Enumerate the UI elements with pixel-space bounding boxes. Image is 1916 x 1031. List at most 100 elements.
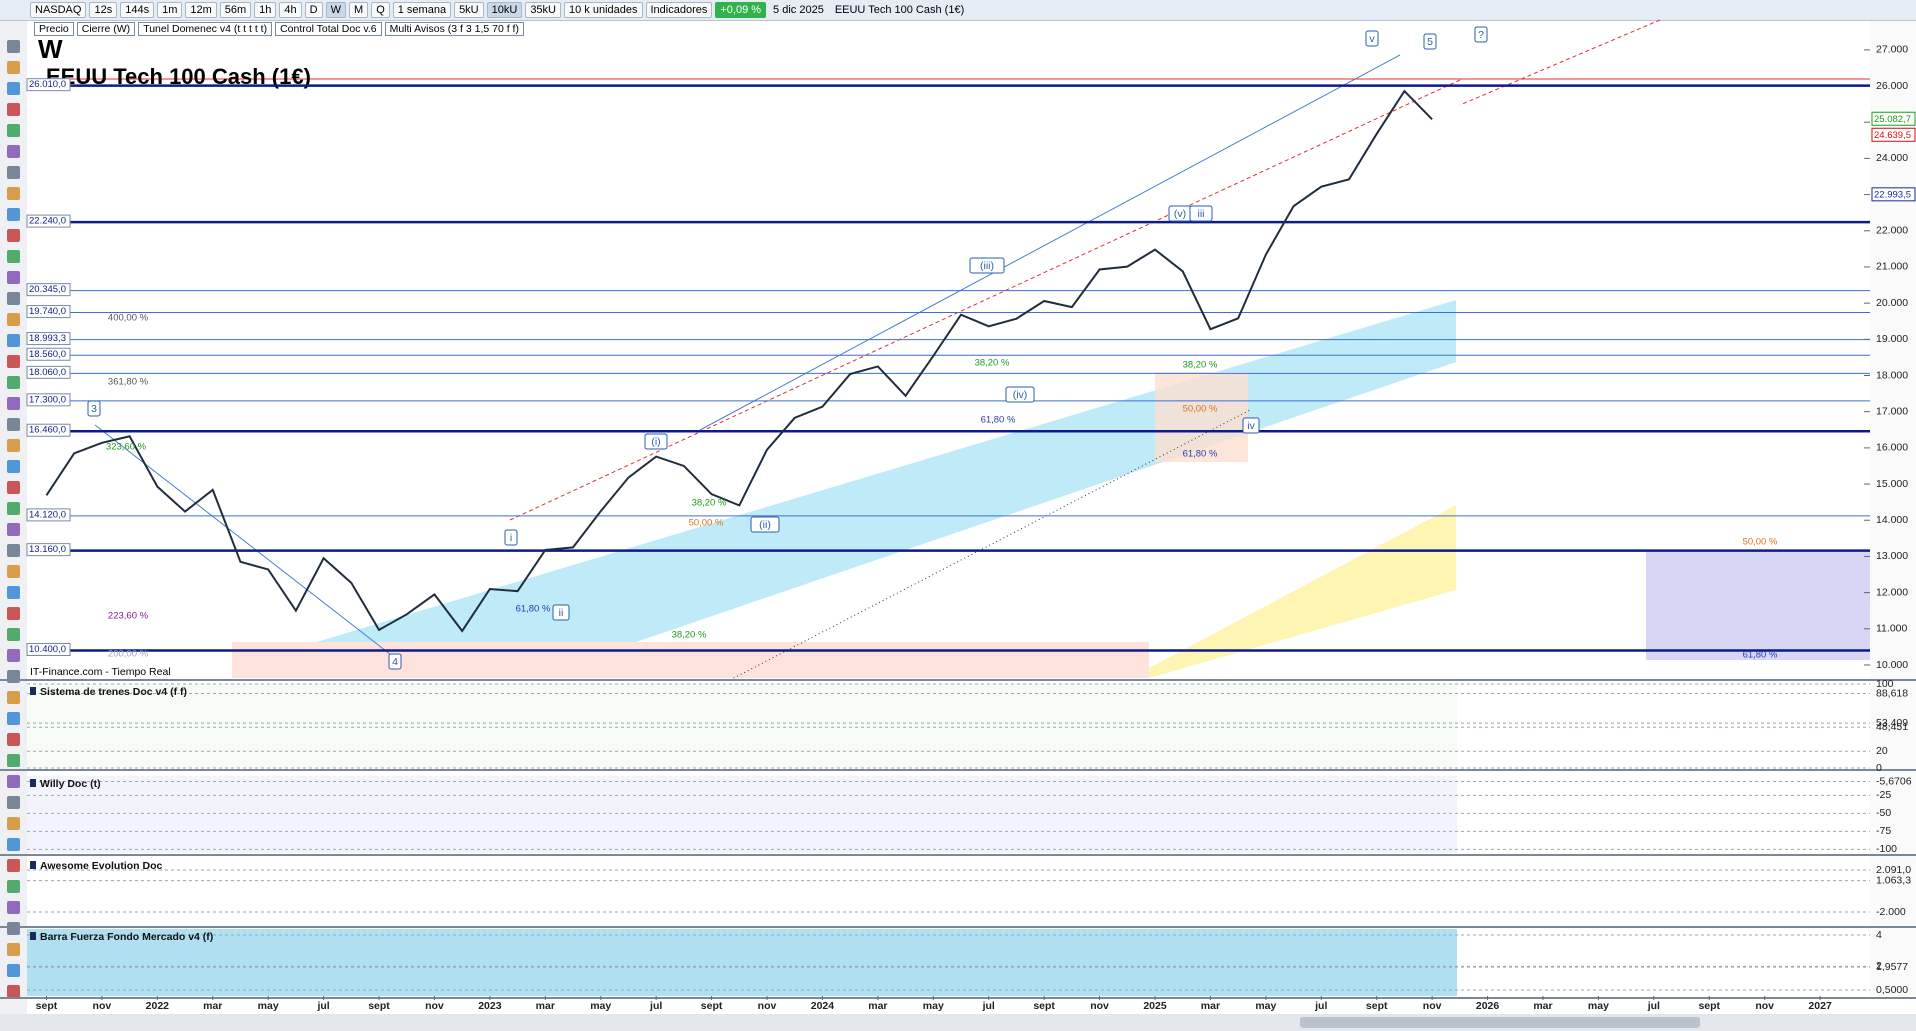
y-tick-label: 53,409: [1876, 717, 1908, 729]
tool-icon[interactable]: [7, 523, 20, 536]
tool-icon[interactable]: [7, 754, 20, 767]
symbol-select[interactable]: NASDAQ: [30, 2, 87, 18]
tool-icon[interactable]: [7, 376, 20, 389]
level-label-box: [26, 214, 71, 228]
timeframe-button[interactable]: D: [304, 2, 323, 18]
tool-icon[interactable]: [7, 838, 20, 851]
level-label: 16.460,0: [29, 425, 66, 436]
tool-icon[interactable]: [7, 901, 20, 914]
scroll-thumb[interactable]: [1300, 1017, 1700, 1028]
level-label: 14.120,0: [29, 509, 66, 520]
tool-icon[interactable]: [7, 712, 20, 725]
tool-icon[interactable]: [7, 40, 20, 53]
tool-icon[interactable]: [7, 124, 20, 137]
unit-button[interactable]: 10kU: [486, 2, 523, 18]
level-label-box: [26, 283, 71, 297]
x-tick-label: may: [258, 1000, 279, 1012]
legend-item[interactable]: Multi Avisos (3 f 3 1,5 70 f f): [384, 22, 524, 36]
tool-icon[interactable]: [7, 481, 20, 494]
wave-label-box: [1189, 205, 1213, 222]
y-tick-label: -100: [1876, 843, 1897, 855]
tool-icon[interactable]: [7, 733, 20, 746]
period-select[interactable]: 1 semana: [392, 2, 452, 18]
timeframe-button[interactable]: W: [325, 2, 347, 18]
tool-icon[interactable]: [7, 880, 20, 893]
tool-icon[interactable]: [7, 817, 20, 830]
wave-label-box: [969, 257, 1005, 274]
level-label: 13.160,0: [29, 544, 66, 555]
tool-icon[interactable]: [7, 439, 20, 452]
panel-bg: [27, 858, 1457, 925]
timeframe-button[interactable]: M: [349, 2, 369, 18]
tool-icon[interactable]: [7, 250, 20, 263]
y-tick-label: 4: [1876, 929, 1882, 941]
tool-icon[interactable]: [7, 544, 20, 557]
tool-icon[interactable]: [7, 649, 20, 662]
indicators-button[interactable]: Indicadores: [645, 2, 713, 18]
tool-icon[interactable]: [7, 985, 20, 998]
tool-icon[interactable]: [7, 922, 20, 935]
tool-icon[interactable]: [7, 82, 20, 95]
tool-icon[interactable]: [7, 775, 20, 788]
source-label: IT-Finance.com - Tiempo Real: [30, 666, 171, 678]
tool-icon[interactable]: [7, 292, 20, 305]
wave-label-box: [87, 400, 101, 417]
tool-icon[interactable]: [7, 565, 20, 578]
timeframe-button[interactable]: 1m: [157, 2, 183, 18]
wave-label-box: [1474, 26, 1488, 43]
tool-icon[interactable]: [7, 859, 20, 872]
wave-label: 4: [392, 656, 398, 668]
level-label: 20.345,0: [29, 284, 66, 295]
tool-icon[interactable]: [7, 460, 20, 473]
tool-icon[interactable]: [7, 271, 20, 284]
tool-icon[interactable]: [7, 229, 20, 242]
x-tick-label: mar: [203, 1000, 222, 1012]
tool-icon[interactable]: [7, 166, 20, 179]
tool-icon[interactable]: [7, 355, 20, 368]
unit-button[interactable]: 35kU: [525, 2, 561, 18]
tool-icon[interactable]: [7, 502, 20, 515]
timeframe-button[interactable]: 144s: [120, 2, 155, 18]
timeframe-button[interactable]: 1h: [254, 2, 277, 18]
tool-icon[interactable]: [7, 103, 20, 116]
tool-icon[interactable]: [7, 145, 20, 158]
tool-icon[interactable]: [7, 628, 20, 641]
tool-icon[interactable]: [7, 208, 20, 221]
legend-item[interactable]: Control Total Doc v.6: [275, 22, 382, 36]
x-tick-label: 2024: [811, 1000, 835, 1012]
timeframe-button[interactable]: 4h: [279, 2, 302, 18]
tool-icon[interactable]: [7, 586, 20, 599]
y-tick-label: 19.000: [1876, 333, 1908, 345]
timeframe-label: W: [38, 34, 63, 64]
x-tick-label: sept: [1366, 1000, 1388, 1012]
tool-icon[interactable]: [7, 670, 20, 683]
y-tick-label: 21.000: [1876, 261, 1908, 273]
timeframe-button[interactable]: 56m: [219, 2, 252, 18]
unit-select[interactable]: 10 k unidades: [564, 2, 643, 18]
tool-icon[interactable]: [7, 691, 20, 704]
tool-icon[interactable]: [7, 796, 20, 809]
tool-icon[interactable]: [7, 418, 20, 431]
timeframe-button[interactable]: Q: [371, 2, 390, 18]
unit-button[interactable]: 5kU: [454, 2, 484, 18]
legend-item[interactable]: Precio: [34, 22, 74, 36]
tool-icon[interactable]: [7, 397, 20, 410]
wave-line: [699, 54, 1401, 431]
legend-item[interactable]: Tunel Domenec v4 (t t t t t): [138, 22, 273, 36]
panel-title: Awesome Evolution Doc: [40, 860, 162, 872]
tool-icon[interactable]: [7, 964, 20, 977]
tool-icon[interactable]: [7, 943, 20, 956]
y-tick-label: 100: [1876, 678, 1894, 690]
legend-item[interactable]: Cierre (W): [76, 22, 136, 36]
tool-icon[interactable]: [7, 607, 20, 620]
timeframe-button[interactable]: 12s: [89, 2, 118, 18]
tool-icon[interactable]: [7, 334, 20, 347]
tool-icon[interactable]: [7, 313, 20, 326]
wave-label: (ii): [759, 519, 771, 531]
fib-label: 38,20 %: [692, 498, 727, 509]
wave-label: iii: [1198, 208, 1205, 220]
wave-label-box: [750, 516, 780, 533]
tool-icon[interactable]: [7, 61, 20, 74]
tool-icon[interactable]: [7, 187, 20, 200]
timeframe-button[interactable]: 12m: [185, 2, 217, 18]
